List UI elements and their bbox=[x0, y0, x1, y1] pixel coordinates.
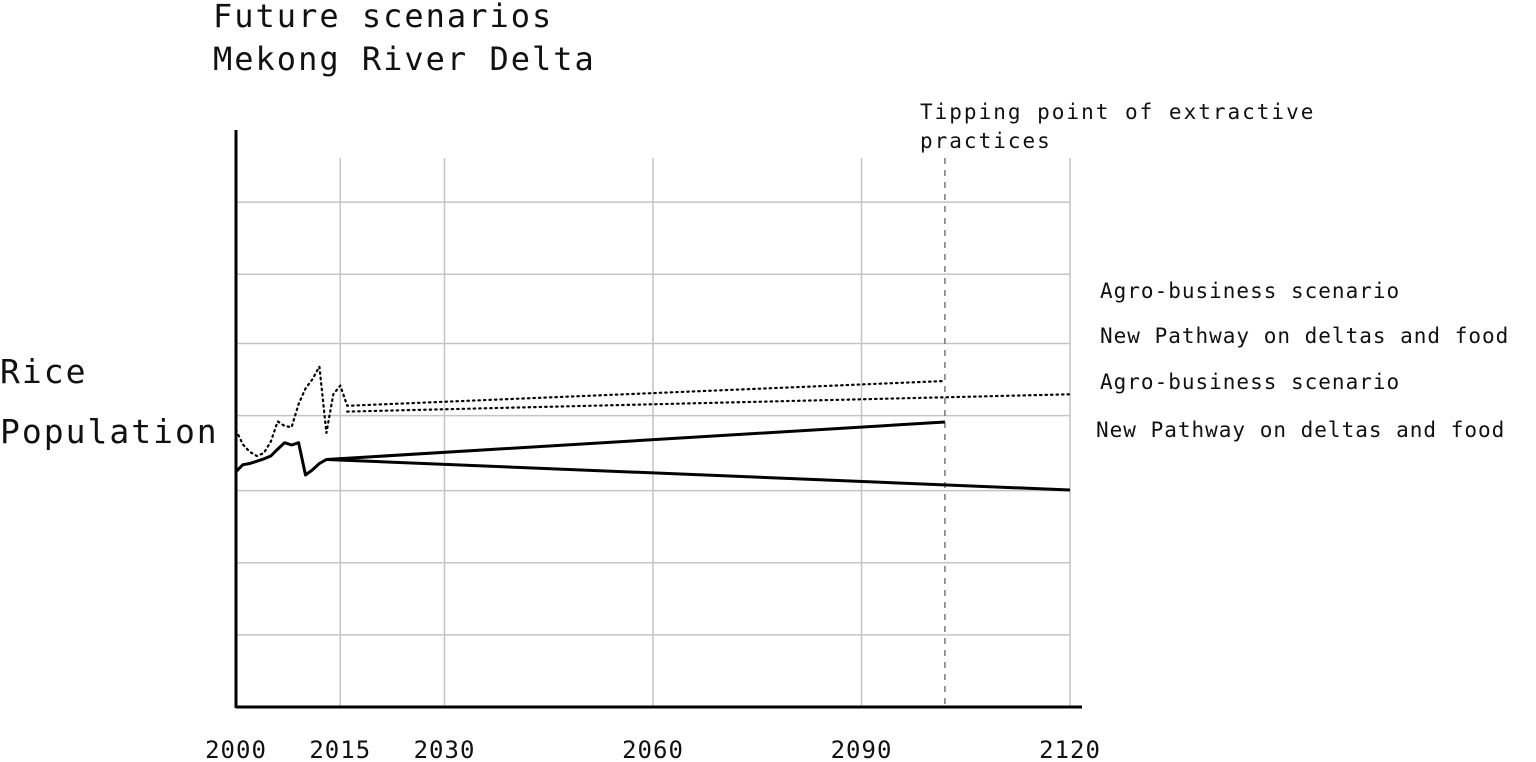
horizontal-gridlines bbox=[236, 201, 1070, 636]
x-tick-2000: 2000 bbox=[205, 736, 267, 762]
y-label-rice: Rice bbox=[0, 352, 87, 391]
series-rice-agro-business bbox=[234, 365, 947, 458]
x-tick-2060: 2060 bbox=[622, 736, 684, 762]
x-tick-2120: 2120 bbox=[1039, 736, 1101, 762]
x-tick-2030: 2030 bbox=[414, 736, 476, 762]
series-rice-new-pathway bbox=[346, 393, 1072, 413]
legend-rice-agro-business: Agro-business scenario bbox=[1100, 279, 1400, 303]
chart-title-line-1: Future scenarios bbox=[213, 0, 553, 35]
tipping-point-label-line-2: practices bbox=[920, 129, 1052, 153]
y-label-population: Population bbox=[0, 412, 219, 451]
tipping-point-label-line-1: Tipping point of extractive bbox=[920, 100, 1315, 124]
series-population-new-pathway bbox=[326, 458, 1071, 492]
x-tick-2015: 2015 bbox=[309, 736, 371, 762]
x-tick-2090: 2090 bbox=[831, 736, 893, 762]
chart-title-line-2: Mekong River Delta bbox=[213, 40, 596, 78]
legend-rice-new-pathway: New Pathway on deltas and food bbox=[1100, 324, 1509, 348]
series-population-agro-business bbox=[234, 420, 945, 477]
vertical-gridlines bbox=[339, 158, 1071, 707]
legend-population-new-pathway: New Pathway on deltas and food bbox=[1096, 418, 1505, 442]
legend-population-agro-business: Agro-business scenario bbox=[1100, 370, 1400, 394]
x-tick-labels: 2000 2015 2030 2060 2090 2120 bbox=[205, 736, 1101, 762]
series-layer bbox=[234, 365, 1072, 492]
